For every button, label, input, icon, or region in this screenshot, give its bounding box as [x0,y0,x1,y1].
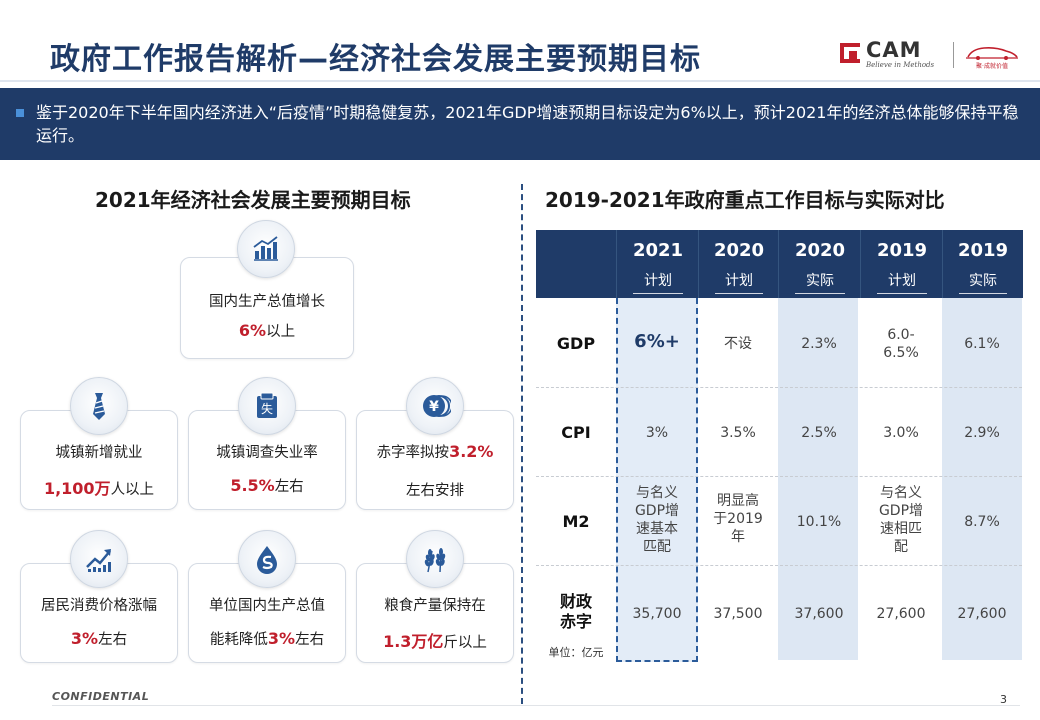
table-cell: 与名义 GDP增 速基本 匹配 [634,485,680,555]
logo-divider [953,42,954,68]
table-header-corner [536,230,616,298]
card-label: 粮食产量保持在 [384,598,486,614]
table-cell: 27,600 [876,606,926,622]
col-header-2020-actual: 2020 实际 [778,230,861,298]
card-value: 6%以上 [238,321,296,340]
yuan-coins-icon: ¥ [406,377,464,435]
col-header-2019-actual: 2019 实际 [942,230,1023,298]
header-rule [0,80,1040,82]
target-card-cpi: 居民消费价格涨幅 3%左右 [20,563,178,663]
table-cell: 35,700 [632,606,682,622]
page-number: 3 [1000,693,1007,706]
card-value: 3%左右 [70,629,128,648]
summary-text: 鉴于2020年下半年国内经济进入“后疫情”时期稳健复苏，2021年GDP增速预期… [36,103,1019,145]
card-label: 居民消费价格涨幅 [41,598,157,614]
table-cell: 10.1% [796,514,842,530]
table-cell: 与名义 GDP增 速相匹 配 [878,485,924,555]
table-cell: 3% [645,425,669,441]
table-cell: 37,600 [794,606,844,622]
row-label-gdp: GDP [556,334,596,353]
footer-rule [52,705,1020,706]
comparison-table: 2021 计划 2020 计划 2020 实际 2019 计划 2019 实际 GDP 6… [536,230,1023,662]
left-section-title: 2021年经济社会发展主要预期目标 [95,188,411,212]
plan-2021-highlight [616,298,698,662]
bar-chart-icon [237,220,295,278]
cam-logo: CAM Believe in Methods [840,38,950,74]
actual-column-shade [942,298,1022,660]
summary-banner: 鉴于2020年下半年国内经济进入“后疫情”时期稳健复苏，2021年GDP增速预期… [0,88,1040,160]
water-drop-icon [238,530,296,588]
row-label-cpi: CPI [561,423,591,442]
cam-logo-slogan: Believe in Methods [866,61,935,69]
card-value: 5.5%左右 [230,476,304,495]
svg-text:失: 失 [261,401,273,416]
table-cell: 6.1% [964,336,1000,352]
table-cell: 6%+ [634,331,680,352]
table-cell: 2.5% [801,425,837,441]
card-label: 国内生产总值增长 [209,294,325,310]
card-label: 城镇新增就业 [55,445,143,461]
col-header-2019-plan: 2019 计划 [860,230,943,298]
card-label: 赤字率拟按3.2% [376,442,494,461]
cam-logo-text: CAM [866,38,922,62]
table-cell: 3.5% [720,425,756,441]
unit-note: 单位：亿元 [548,646,604,659]
col-header-2021-plan: 2021 计划 [616,230,699,298]
right-section-title: 2019-2021年政府重点工作目标与实际对比 [545,188,945,212]
card-value: 1,100万人以上 [43,479,155,498]
confidential-label: CONFIDENTIAL [52,690,150,703]
actual-column-shade [778,298,858,660]
cam-logo-mark [840,43,860,63]
wheat-icon [406,530,464,588]
row-separator [536,565,1022,566]
car-logo: 聚·成就价值 [962,44,1022,70]
table-cell: 3.0% [883,425,919,441]
card-value: 能耗降低3%左右 [209,629,325,648]
page-title: 政府工作报告解析—经济社会发展主要预期目标 [50,42,701,77]
table-cell: 明显高 于2019 年 [713,493,763,545]
row-separator [536,476,1022,477]
necktie-icon [70,377,128,435]
card-value: 1.3万亿斤以上 [383,632,487,651]
table-cell: 不设 [724,336,752,352]
col-header-2020-plan: 2020 计划 [698,230,779,298]
car-icon [966,47,1018,60]
card-label: 城镇调查失业率 [216,445,318,461]
table-cell: 2.9% [964,425,1000,441]
rising-trend-icon [70,530,128,588]
row-separator [536,387,1022,388]
card-value: 左右安排 [406,483,464,499]
card-label: 单位国内生产总值 [209,598,325,614]
unemployment-badge-icon: 失 [238,377,296,435]
svg-text:¥: ¥ [429,399,439,415]
table-cell: 6.0- 6.5% [883,327,919,361]
table-cell: 8.7% [964,514,1000,530]
table-cell: 2.3% [801,336,837,352]
car-logo-text: 聚·成就价值 [976,63,1008,70]
row-label-fiscal-deficit: 财政 赤字 [559,592,592,631]
square-bullet-icon [16,109,24,117]
table-cell: 27,600 [957,606,1007,622]
section-divider [521,184,523,704]
row-label-m2: M2 [562,512,590,531]
table-cell: 37,500 [713,606,763,622]
